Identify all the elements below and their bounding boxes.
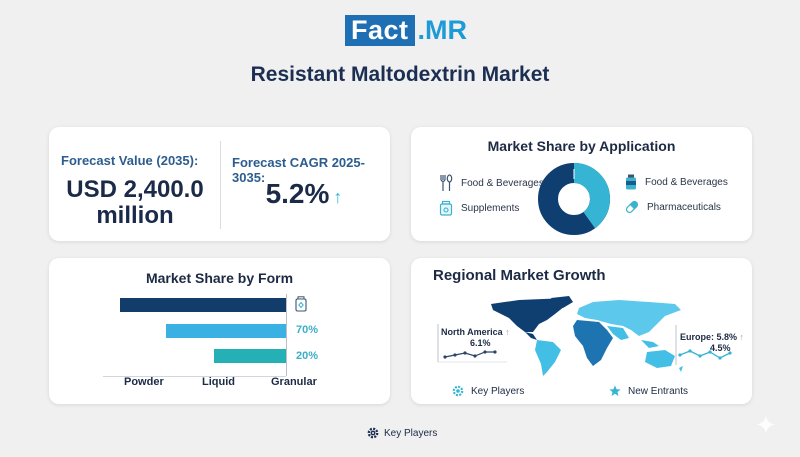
forecast-cagr: 5.2% ↑ (229, 178, 379, 210)
world-map (491, 296, 683, 376)
new-entrants-label: New Entrants (628, 385, 689, 397)
application-card: Market Share by Application Food & Bever… (411, 127, 752, 241)
supplement-jar-icon (439, 200, 453, 216)
bar-liquid (166, 324, 286, 338)
forecast-cagr-value: 5.2% (265, 178, 330, 209)
europe-label: Europe: 5.8% (680, 332, 738, 342)
bar-label-granular: 20% (296, 350, 319, 362)
pill-icon (625, 200, 639, 214)
fork-spoon-icon (440, 174, 453, 191)
north-america-sparkline (437, 324, 507, 363)
forecast-cagr-label: Forecast CAGR 2025-3035: (232, 155, 365, 185)
gear-icon (367, 427, 379, 439)
arrow-up-icon: ↑ (737, 332, 745, 342)
factmr-logo: Fact .MR (345, 15, 467, 46)
axis-baseline (103, 376, 286, 377)
legend-item-food-beverages: Food & Beverages (439, 174, 544, 192)
arrow-up-icon: ↑ (502, 327, 510, 337)
legend-label: Food & Beverages (645, 176, 728, 188)
region-card: Regional Market Growth North America ↑ 6… (411, 258, 752, 404)
legend-item-food-beverages-2: Food & Beverages (625, 174, 728, 190)
axis-label-powder: Powder (124, 376, 164, 388)
form-title: Market Share by Form (145, 270, 294, 286)
forecast-value-label: Forecast Value (2035): (61, 153, 199, 168)
legend-label: Supplements (461, 202, 520, 214)
page-title: Resistant Maltodextrin Market (250, 63, 550, 86)
forecast-value-amount: USD 2,400.0 (66, 176, 204, 203)
forecast-value-unit: million (96, 202, 174, 229)
axis-label-liquid: Liquid (202, 376, 235, 388)
forecast-card: Forecast Value (2035): USD 2,400.0 milli… (49, 127, 390, 241)
form-card: Market Share by Form 70% 20% Powder Liqu… (49, 258, 390, 404)
bottle-icon (626, 174, 636, 190)
star-icon (609, 385, 621, 396)
legend-item-pharmaceuticals: Pharmaceuticals (625, 200, 721, 214)
gear-icon (452, 385, 464, 397)
europe-sparkline (675, 325, 732, 365)
forecast-value: USD 2,400.0 million (55, 177, 215, 229)
legend-label: Pharmaceuticals (647, 201, 721, 213)
card-divider (220, 141, 221, 229)
north-america-value: 6.1% (470, 338, 491, 348)
axis-label-granular: Granular (271, 376, 317, 388)
north-america-label: North America (441, 327, 503, 337)
sparkle-icon: ✦ (755, 410, 777, 440)
application-donut-chart (538, 163, 610, 235)
bottom-key-players-label: Key Players (384, 427, 438, 439)
key-players-item[interactable]: Key Players (452, 385, 524, 397)
arrow-up-icon: ↑ (333, 187, 343, 207)
bar-granular (214, 349, 286, 363)
axis-line (286, 294, 287, 376)
package-icon (295, 296, 307, 312)
legend-item-supplements: Supplements (439, 200, 519, 216)
application-title: Market Share by Application (487, 138, 676, 154)
bottom-key-players[interactable]: Key Players (367, 427, 437, 439)
logo-fact: Fact (345, 15, 415, 46)
bar-label-liquid: 70% (296, 324, 319, 336)
new-entrants-item[interactable]: New Entrants (609, 385, 688, 397)
europe-value: 4.5% (710, 343, 731, 353)
legend-label: Food & Beverages (461, 177, 544, 189)
region-title: Regional Market Growth (433, 267, 606, 284)
key-players-label: Key Players (471, 385, 525, 397)
bar-powder (120, 298, 286, 312)
logo-mr: .MR (417, 15, 468, 45)
